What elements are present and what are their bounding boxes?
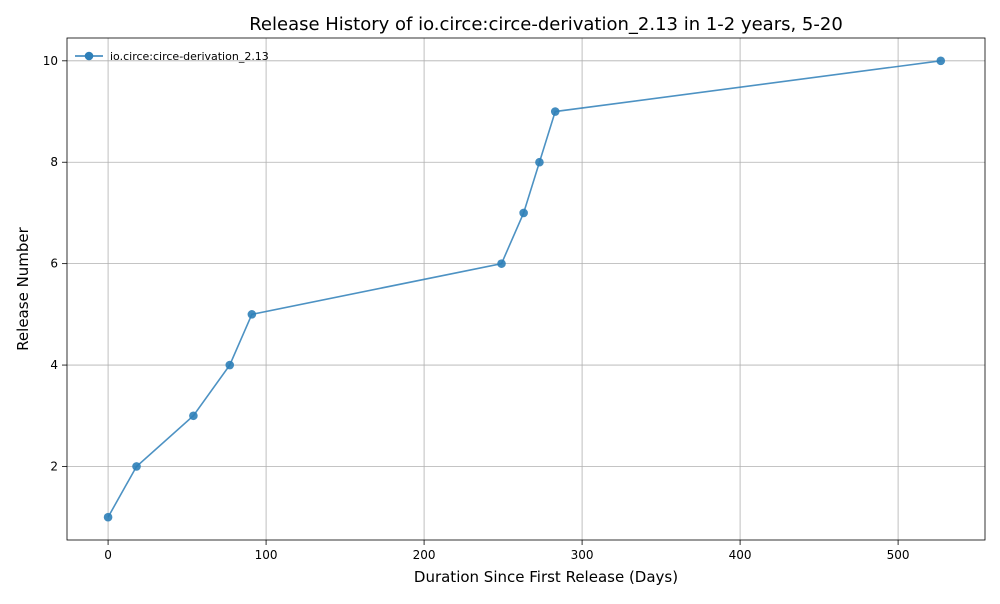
data-point <box>132 462 141 471</box>
data-point <box>519 208 528 218</box>
plot-frame <box>66 37 986 541</box>
plot-area: 0 100 200 300 400 500 2 4 6 8 10 io.circe:circe-der… <box>43 37 986 562</box>
y-axis-label: Release Number <box>14 226 32 350</box>
y-tick-label: 6 <box>50 257 58 271</box>
x-tick-label: 500 <box>887 548 910 562</box>
series-line <box>107 60 941 518</box>
x-tick-label: 200 <box>413 548 436 562</box>
x-tick-label: 300 <box>571 548 594 562</box>
data-point <box>535 157 544 167</box>
data-point <box>225 360 235 370</box>
data-point <box>189 411 198 421</box>
data-point <box>550 107 560 116</box>
data-point <box>936 56 946 66</box>
legend-marker <box>84 51 94 61</box>
y-tick-label: 2 <box>50 459 58 473</box>
x-tick-label: 400 <box>729 548 752 562</box>
data-point <box>247 310 257 319</box>
data-point <box>103 512 113 522</box>
y-tick-label: 8 <box>50 155 58 169</box>
legend-label: io.circe:circe-derivation_2.13 <box>110 50 269 63</box>
chart-title: Release History of io.circe:circe-deriva… <box>249 14 843 35</box>
x-tick-label: 0 <box>104 548 112 562</box>
x-axis-label: Duration Since First Release (Days) <box>414 568 678 586</box>
x-tick-label: 100 <box>255 548 278 562</box>
y-tick-label: 10 <box>43 54 58 68</box>
y-tick-label: 4 <box>50 358 58 372</box>
data-point <box>497 259 506 268</box>
